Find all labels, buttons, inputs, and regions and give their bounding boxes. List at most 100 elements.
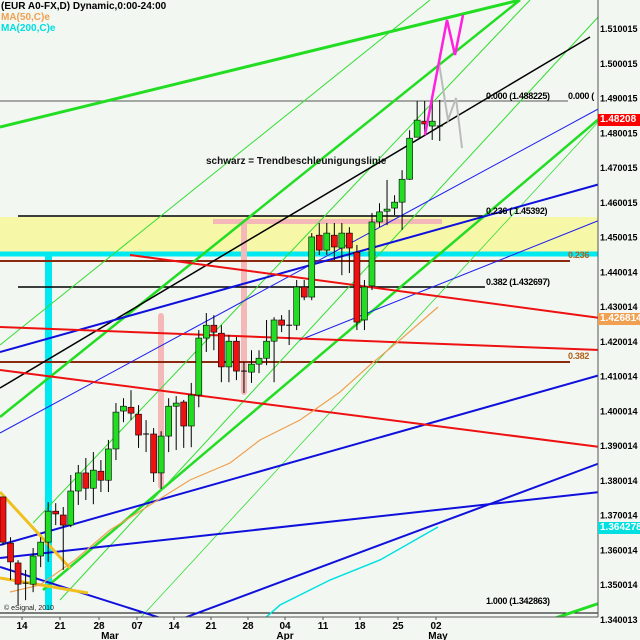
- candle-body-up: [203, 324, 210, 339]
- y-tick-label: 1.480015: [600, 128, 638, 138]
- candle-body-up: [157, 435, 165, 474]
- x-tick-label: 11: [318, 621, 329, 632]
- magenta-projection: [423, 14, 465, 136]
- candle: [338, 223, 346, 276]
- candle: [172, 396, 180, 450]
- candle-body-up: [323, 232, 331, 251]
- candle-body-up: [338, 232, 346, 249]
- candle: [391, 195, 398, 216]
- candle-body-down: [346, 232, 353, 249]
- candle-body-up: [368, 221, 376, 287]
- candle-body-up: [165, 405, 172, 437]
- candle: [331, 223, 338, 261]
- candle: [240, 362, 247, 393]
- candle: [233, 337, 240, 381]
- x-tick-label: 04: [279, 621, 291, 632]
- green-trendline: [42, 117, 601, 591]
- x-tick-label: 21: [205, 621, 217, 632]
- fib-1000-label: 1.000 (1.342863): [486, 596, 550, 606]
- candle-body-up: [406, 137, 413, 180]
- y-tick-label: 1.410014: [600, 372, 638, 382]
- candle: [376, 203, 383, 228]
- candle: [270, 317, 278, 383]
- y-tick-label: 1.350014: [600, 580, 638, 590]
- candle-body-up: [112, 411, 120, 450]
- blue-thin-trendline: [299, 219, 601, 341]
- candle-body-up: [413, 119, 421, 138]
- candle: [315, 223, 323, 255]
- candle-body-down: [315, 234, 323, 251]
- candle-body-down: [233, 340, 240, 372]
- blue-trendline: [124, 462, 601, 640]
- candle: [120, 398, 127, 423]
- candle-body-up: [248, 363, 255, 373]
- candle-body-down: [300, 286, 308, 298]
- candle: [90, 452, 97, 505]
- x-tick-label: 25: [392, 621, 404, 632]
- ma50-line: [9, 306, 439, 593]
- y-tick-label: 1.360014: [600, 545, 638, 555]
- candle: [286, 309, 293, 346]
- candle-body-up: [195, 337, 203, 396]
- candle: [263, 319, 270, 366]
- candle-body-up: [383, 208, 391, 212]
- candle: [180, 399, 188, 448]
- candle: [406, 130, 413, 180]
- y-tick-label: 1.420014: [600, 337, 638, 347]
- y-tick-label: 1.340013: [600, 615, 638, 625]
- candle-body-up: [398, 178, 406, 203]
- x-month-label: May: [428, 631, 448, 640]
- candle: [165, 398, 172, 453]
- yellow-trendline: [0, 576, 89, 595]
- candle: [135, 405, 142, 448]
- candle-body-up: [255, 357, 263, 365]
- ma200-badge: 1.364278: [598, 522, 640, 534]
- candle: [105, 439, 112, 493]
- candle-body-up: [44, 510, 52, 543]
- candle-body-down: [135, 413, 142, 436]
- candle: [14, 560, 22, 606]
- fib-236-right-label: 0.236: [568, 250, 590, 260]
- y-tick-label: 1.430014: [600, 302, 638, 312]
- candle-body-down: [82, 472, 90, 489]
- y-tick-label: 1.460015: [600, 198, 638, 208]
- candle-body-down: [278, 319, 285, 326]
- x-tick-label: 28: [242, 621, 254, 632]
- candle: [127, 390, 135, 421]
- candle-body-down: [218, 332, 225, 368]
- green-thin-trendline: [119, 119, 601, 640]
- candle: [300, 280, 308, 301]
- ma200-legend: MA(200,C)e: [1, 23, 56, 34]
- candle-body-up: [263, 340, 270, 359]
- candle: [112, 403, 120, 461]
- x-month-label: Mar: [101, 631, 119, 640]
- candle: [44, 502, 52, 562]
- green-trendline: [0, 0, 521, 129]
- candle: [255, 350, 263, 374]
- ma50-legend: MA(50,C)e: [1, 12, 50, 23]
- x-tick-label: 14: [168, 621, 180, 632]
- candle: [225, 334, 233, 383]
- y-tick-label: 1.510015: [600, 24, 638, 34]
- candle: [97, 460, 105, 493]
- candle: [150, 428, 157, 482]
- candle-body-down: [97, 470, 105, 481]
- candle: [428, 99, 436, 140]
- candle: [353, 244, 361, 331]
- candle: [7, 537, 14, 580]
- candle-body-up: [37, 541, 44, 557]
- x-tick-label: 07: [131, 621, 143, 632]
- candle-body-up: [361, 286, 368, 321]
- candle-body-up: [67, 490, 75, 526]
- candle: [22, 569, 29, 601]
- green-trendline: [0, 0, 521, 418]
- pink-horizontal-bar: [213, 219, 442, 224]
- x-tick-label: 28: [93, 621, 105, 632]
- y-tick-label: 1.390014: [600, 441, 638, 451]
- symbol-title: (EUR A0-FX,D) Dynamic,0:00-24:00: [1, 1, 167, 12]
- candle: [75, 464, 82, 505]
- y-tick-label: 1.380014: [600, 476, 638, 486]
- candle-body-down: [59, 514, 67, 526]
- candle-body-down: [127, 406, 135, 414]
